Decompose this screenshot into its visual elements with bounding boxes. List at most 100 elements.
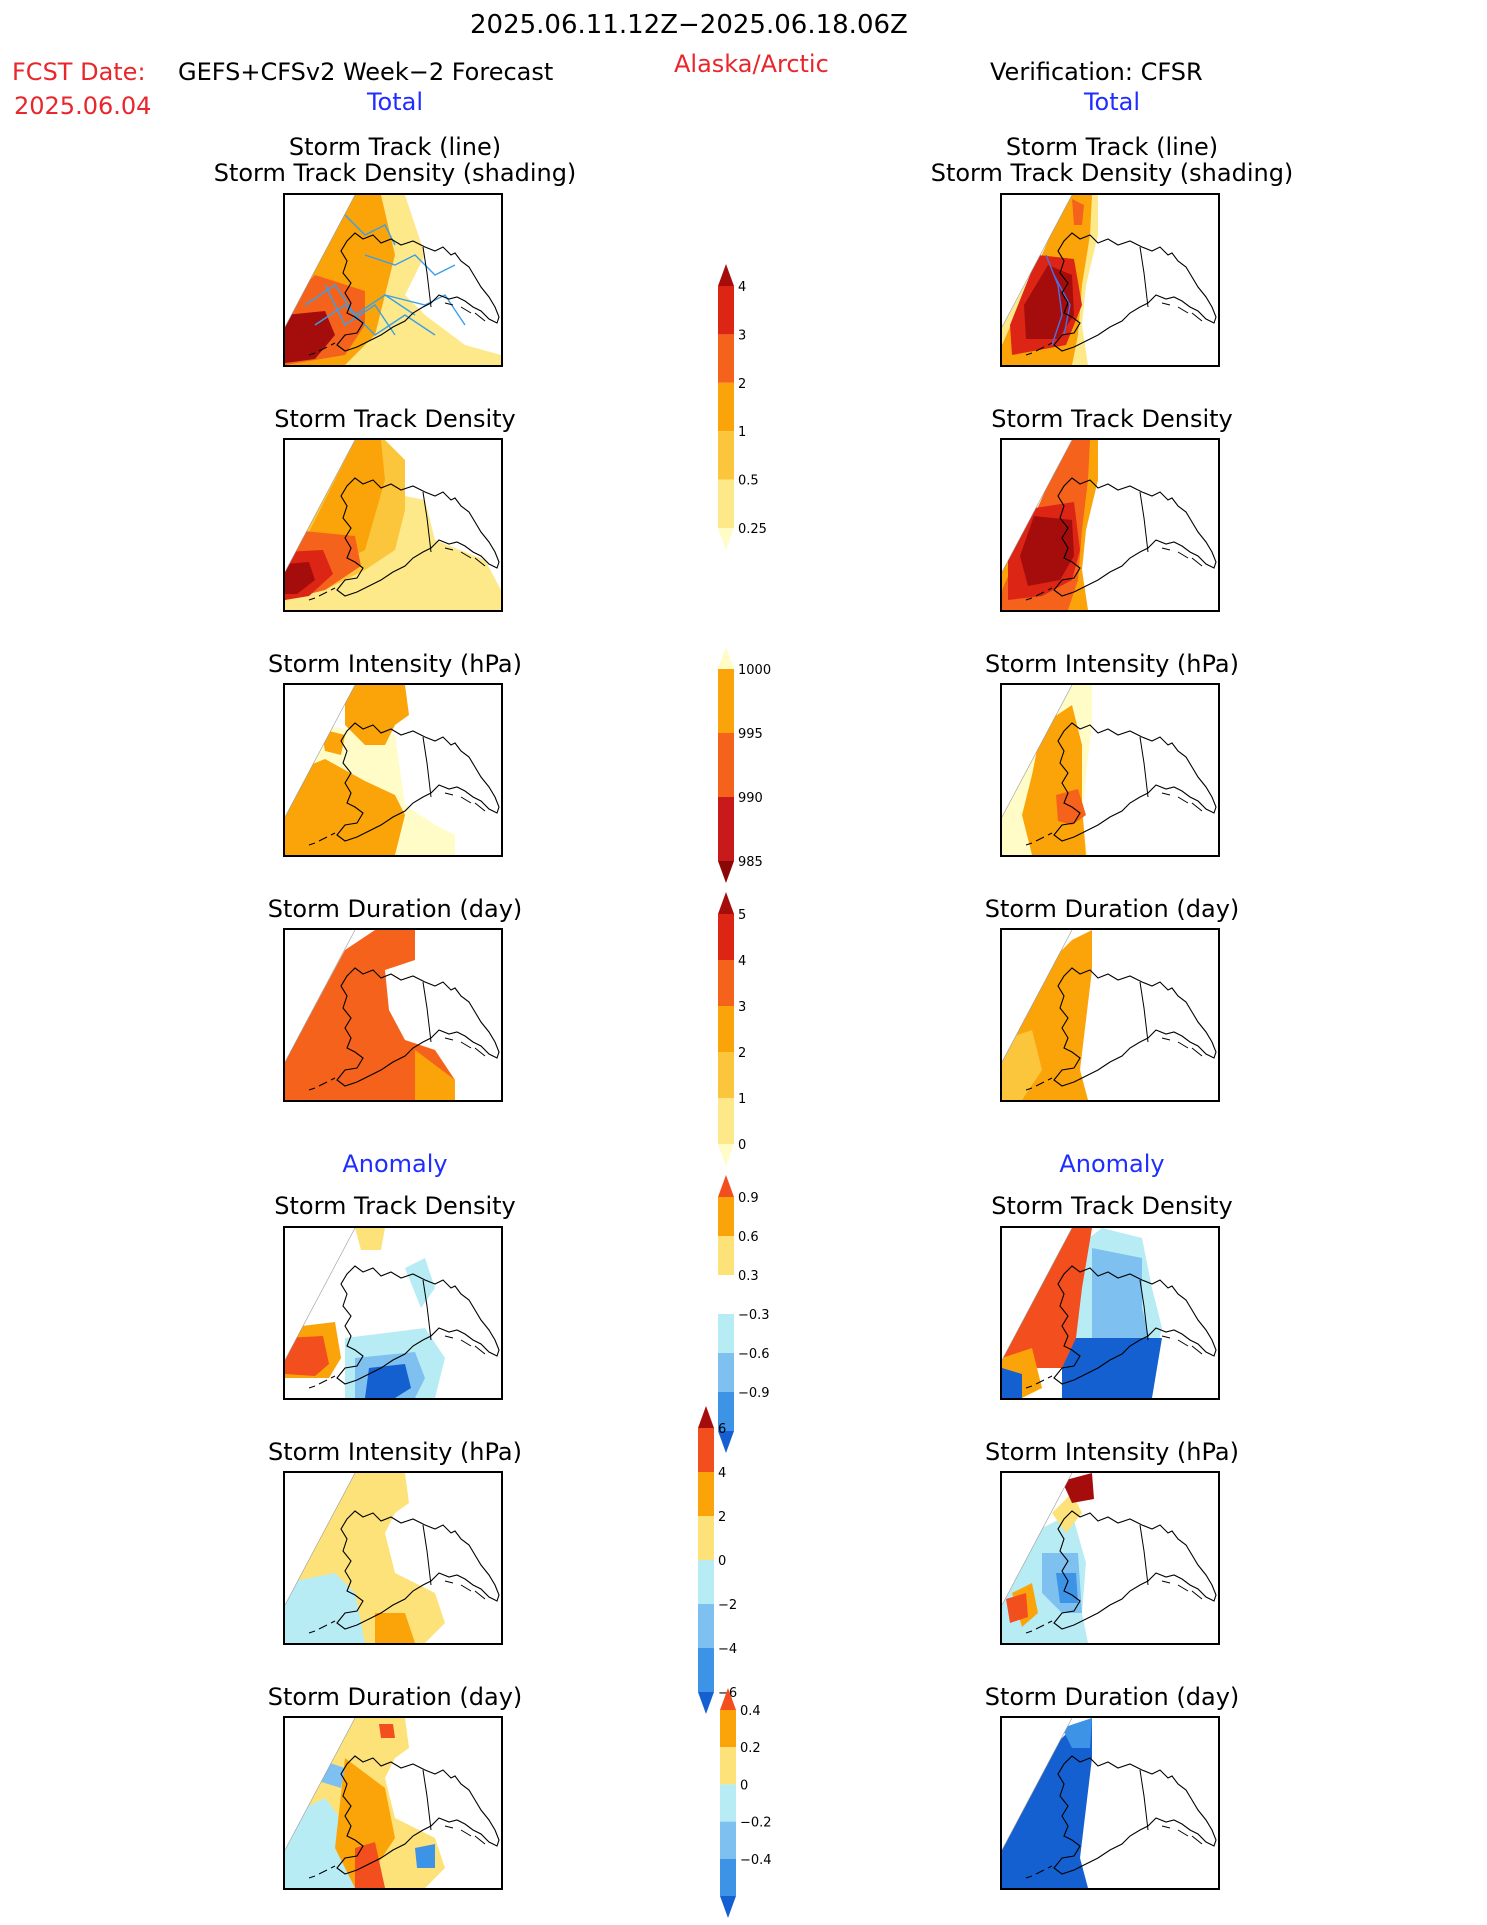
title-fc-anom-intensity: Storm Intensity (hPa) bbox=[268, 1438, 522, 1466]
colorbar-swatch bbox=[718, 733, 734, 797]
title-cf-density: Storm Track Density bbox=[991, 405, 1233, 433]
colorbar-intensity: 1000995990985980 bbox=[718, 647, 771, 883]
title-fc-anom-density: Storm Track Density bbox=[274, 1192, 516, 1220]
border-line bbox=[1139, 246, 1149, 308]
colorbar-swatch bbox=[718, 382, 734, 432]
title-cf-track-shading: Storm Track Density (shading) bbox=[930, 159, 1294, 187]
coastline bbox=[336, 1265, 500, 1385]
storm-track-line bbox=[314, 304, 436, 336]
title-cf-intensity: Storm Intensity (hPa) bbox=[985, 650, 1239, 678]
colorbar-tick-label: 0.6 bbox=[738, 1230, 759, 1245]
colorbar-swatch bbox=[720, 1710, 736, 1748]
storm-track-line bbox=[324, 284, 396, 336]
colorbar-tick-label: 4 bbox=[738, 280, 746, 295]
colorbar-tick-label: 995 bbox=[738, 727, 763, 742]
map-panel-fc-track bbox=[283, 193, 503, 367]
colorbar-swatch bbox=[720, 1784, 736, 1822]
shaded-region bbox=[1002, 1030, 1042, 1100]
fcst-date-label: FCST Date: bbox=[12, 58, 146, 86]
colorbar-anom-duration: 0.4 0.2 0 −0.2 −0.4 bbox=[720, 1688, 772, 1918]
colorbar-top-triangle bbox=[718, 264, 734, 286]
colorbar-tick-label: −0.4 bbox=[740, 1853, 772, 1868]
title-fc-intensity: Storm Intensity (hPa) bbox=[268, 650, 522, 678]
title-cf-anom-density: Storm Track Density bbox=[991, 1192, 1233, 1220]
shaded-region bbox=[375, 1613, 415, 1643]
section-total-left: Total bbox=[366, 88, 424, 116]
colorbar-bottom-triangle bbox=[720, 1896, 736, 1918]
colorbar-tick-label: 5 bbox=[738, 908, 746, 923]
islands bbox=[1025, 1580, 1203, 1634]
forecast-model-label: GEFS+CFSv2 Week−2 Forecast bbox=[178, 58, 554, 86]
islands bbox=[308, 1335, 486, 1389]
title-cf-duration: Storm Duration (day) bbox=[984, 895, 1240, 923]
map-canvas bbox=[285, 1718, 500, 1888]
title-fc-anom-duration: Storm Duration (day) bbox=[267, 1683, 523, 1711]
islands bbox=[308, 1825, 486, 1879]
colorbar-tick-label: 3 bbox=[738, 1000, 746, 1015]
map-panel-fc-density bbox=[283, 438, 503, 612]
storm-track-line bbox=[1045, 254, 1063, 346]
colorbar-swatch bbox=[718, 431, 734, 480]
colorbar-swatch bbox=[720, 1858, 736, 1896]
colorbar-swatch bbox=[698, 1560, 714, 1604]
map-panel-cf-track bbox=[1000, 193, 1220, 367]
title-fc-track-shading: Storm Track Density (shading) bbox=[213, 159, 577, 187]
colorbar-tick-label: 0 bbox=[718, 1554, 726, 1569]
storm-track-line bbox=[364, 254, 456, 276]
colorbar-tick-label: −2 bbox=[718, 1598, 737, 1613]
map-canvas bbox=[285, 685, 500, 855]
projection-edge bbox=[1002, 685, 1073, 818]
colorbar-tick-label: −0.6 bbox=[738, 1347, 770, 1362]
colorbar-tick-label: 0.5 bbox=[738, 474, 759, 489]
projection-edge bbox=[285, 195, 356, 328]
map-panel-fc-intensity bbox=[283, 683, 503, 857]
projection-edge bbox=[285, 930, 356, 1063]
map-canvas bbox=[285, 930, 500, 1100]
projection-edge bbox=[1002, 440, 1073, 573]
colorbar-top-triangle bbox=[718, 1175, 734, 1197]
shaded-region bbox=[379, 1724, 395, 1738]
border-line bbox=[422, 1769, 432, 1831]
shaded-region bbox=[1052, 1493, 1082, 1533]
shaded-region bbox=[355, 1228, 385, 1250]
border-line bbox=[1139, 1524, 1149, 1586]
colorbar-bottom-triangle bbox=[718, 1144, 734, 1166]
projection-edge bbox=[285, 440, 356, 573]
colorbar-duration: 5 4 3 2 1 0 bbox=[718, 892, 746, 1166]
colorbar-tick-label: 0.4 bbox=[740, 1704, 761, 1719]
projection-edge bbox=[1002, 1473, 1073, 1606]
colorbar-bottom-triangle bbox=[718, 528, 734, 550]
islands bbox=[1025, 1825, 1203, 1879]
map-panel-cf-density bbox=[1000, 438, 1220, 612]
coastline bbox=[1053, 967, 1217, 1087]
islands bbox=[1025, 1037, 1203, 1091]
colorbar-swatch bbox=[698, 1604, 714, 1648]
projection-edge bbox=[1002, 1228, 1073, 1361]
title-cf-track-line: Storm Track (line) bbox=[1005, 133, 1219, 161]
map-panel-fc-duration bbox=[283, 928, 503, 1102]
colorbar-density: 4 3 2 1 0.5 0.25 bbox=[718, 264, 767, 550]
colorbar-top-triangle bbox=[698, 1406, 714, 1428]
coastline bbox=[336, 477, 500, 597]
map-canvas bbox=[285, 440, 501, 610]
colorbar-tick-label: 4 bbox=[738, 954, 746, 969]
colorbar-tick-label: 6 bbox=[718, 1422, 726, 1437]
colorbar-swatch bbox=[718, 1314, 734, 1353]
colorbar-swatch bbox=[718, 1006, 734, 1052]
map-canvas bbox=[285, 1473, 500, 1643]
islands bbox=[308, 302, 486, 356]
map-panel-cf-anom-density bbox=[1000, 1226, 1220, 1400]
colorbar-tick-label: 985 bbox=[738, 855, 763, 870]
islands bbox=[1025, 792, 1203, 846]
map-panel-fc-anom-density bbox=[283, 1226, 503, 1400]
section-anomaly-right: Anomaly bbox=[1059, 1150, 1165, 1178]
projection-edge bbox=[1002, 195, 1073, 328]
shaded-region bbox=[285, 311, 335, 363]
valid-period: 2025.06.11.12Z−2025.06.18.06Z bbox=[470, 10, 908, 40]
coastline bbox=[336, 1510, 500, 1630]
islands bbox=[308, 1037, 486, 1091]
islands bbox=[1025, 1335, 1203, 1389]
map-panel-cf-intensity bbox=[1000, 683, 1220, 857]
islands bbox=[308, 1580, 486, 1634]
shaded-region bbox=[285, 1336, 329, 1376]
